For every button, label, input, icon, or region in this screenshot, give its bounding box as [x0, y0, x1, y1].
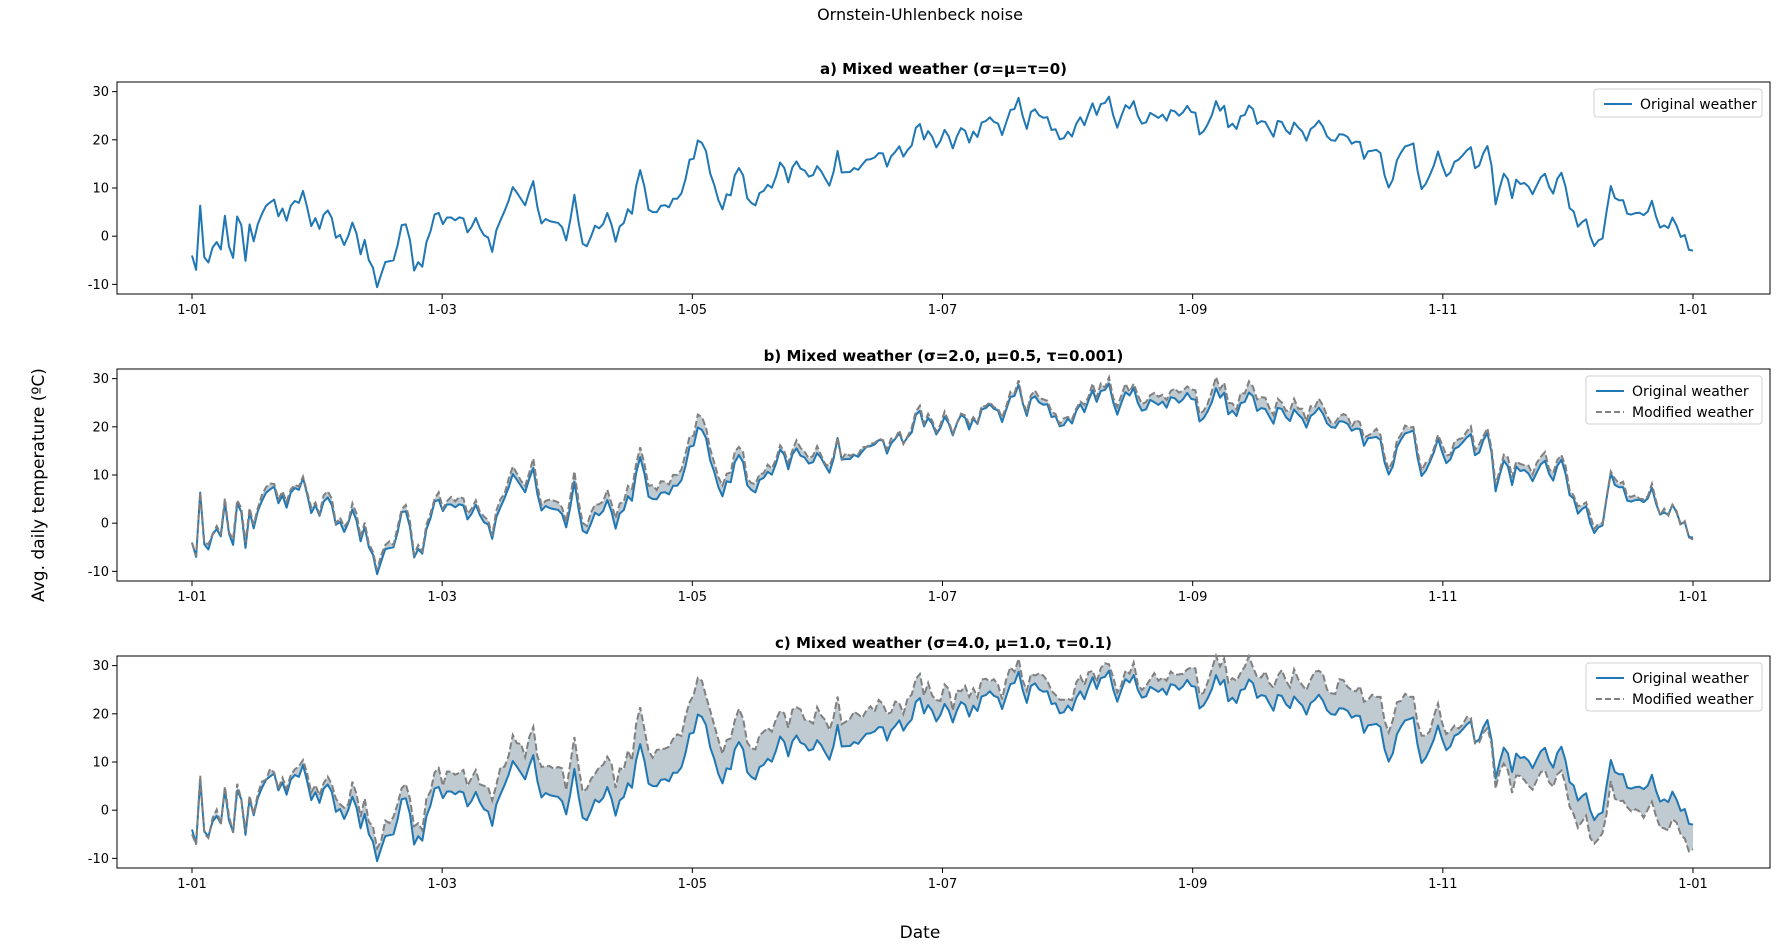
y-tick-label: 0 [101, 804, 109, 819]
panel-a: a) Mixed weather (σ=μ=τ=0) -10 0 10 20 30 1-01… [88, 60, 1771, 318]
series-line-original [191, 95, 1694, 289]
x-tick-label: 1-11 [1428, 877, 1458, 892]
y-tick-label: -10 [88, 278, 109, 293]
panel-c: c) Mixed weather (σ=4.0, μ=1.0, τ=0.1) -1… [88, 634, 1771, 892]
x-tick-label: 1-07 [928, 303, 958, 318]
y-tick-label: 30 [92, 85, 109, 100]
y-tick-label: 0 [101, 517, 109, 532]
legend-label: Modified weather [1632, 405, 1754, 421]
x-tick-label: 1-11 [1428, 590, 1458, 605]
x-tick-label: 1-01 [177, 590, 207, 605]
y-tick-label: 20 [92, 133, 109, 148]
y-axis-label: Avg. daily temperature (ºC) [29, 368, 49, 602]
x-tick-label: 1-03 [427, 877, 457, 892]
panel-title: a) Mixed weather (σ=μ=τ=0) [820, 60, 1067, 78]
x-tick-label: 1-03 [427, 590, 457, 605]
panel-title: c) Mixed weather (σ=4.0, μ=1.0, τ=0.1) [775, 634, 1112, 652]
legend-label: Modified weather [1632, 692, 1754, 708]
x-tick-label: 1-09 [1178, 877, 1208, 892]
panel-b: b) Mixed weather (σ=2.0, μ=0.5, τ=0.001)… [88, 347, 1771, 605]
series-line-original [191, 669, 1694, 863]
legend-box [1585, 662, 1763, 712]
x-axis-label: Date [900, 923, 941, 943]
x-tick-label: 1-01 [177, 303, 207, 318]
plot-frame [116, 81, 1771, 295]
x-tick-label: 1-07 [928, 877, 958, 892]
x-tick-label: 1-07 [928, 590, 958, 605]
y-tick-label: -10 [88, 565, 109, 580]
x-tick-label: 1-01 [1678, 590, 1708, 605]
series-gap-fill [192, 655, 1693, 862]
x-tick-label: 1-01 [177, 877, 207, 892]
x-tick-label: 1-01 [1678, 303, 1708, 318]
y-tick-label: -10 [88, 852, 109, 867]
y-tick-label: 30 [92, 372, 109, 387]
x-tick-label: 1-05 [678, 877, 708, 892]
legend-label: Original weather [1632, 671, 1749, 687]
panel-title: b) Mixed weather (σ=2.0, μ=0.5, τ=0.001) [764, 347, 1124, 365]
x-tick-label: 1-05 [678, 303, 708, 318]
legend-box [1593, 88, 1763, 118]
x-tick-label: 1-05 [678, 590, 708, 605]
series-gap-fill [192, 377, 1693, 575]
series-line-modified [191, 652, 1694, 853]
y-tick-label: 0 [101, 230, 109, 245]
x-tick-label: 1-09 [1178, 590, 1208, 605]
x-tick-label: 1-03 [427, 303, 457, 318]
y-tick-label: 30 [92, 659, 109, 674]
x-tick-label: 1-09 [1178, 303, 1208, 318]
legend-label: Original weather [1640, 97, 1757, 113]
y-tick-label: 10 [92, 469, 109, 484]
x-tick-label: 1-11 [1428, 303, 1458, 318]
y-tick-label: 10 [92, 756, 109, 771]
plot-frame [116, 368, 1771, 582]
legend-box [1585, 375, 1763, 425]
y-tick-label: 20 [92, 707, 109, 722]
series-line-modified [191, 373, 1694, 571]
legend-label: Original weather [1632, 384, 1749, 400]
y-tick-label: 10 [92, 182, 109, 197]
figure-suptitle: Ornstein-Uhlenbeck noise [817, 5, 1023, 24]
x-tick-label: 1-01 [1678, 877, 1708, 892]
y-tick-label: 20 [92, 420, 109, 435]
